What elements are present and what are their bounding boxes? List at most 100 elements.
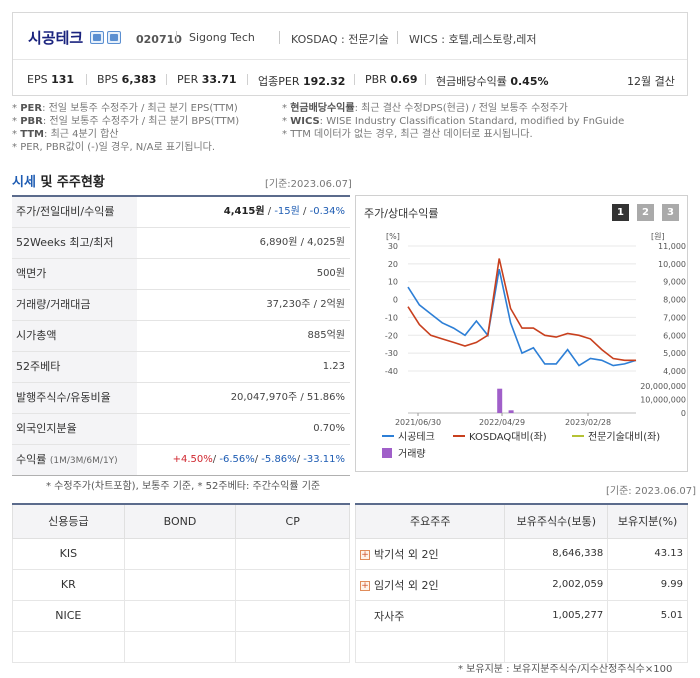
volume-tick-label: 20,000,000	[640, 382, 686, 391]
row-value: 500원	[316, 268, 345, 279]
settlement-month: 12월 결산	[627, 75, 675, 88]
divider	[176, 31, 177, 44]
expand-plus-icon[interactable]: +	[360, 549, 370, 560]
market-label: KOSDAQ : 전문기술	[291, 33, 389, 46]
row-label: 수익률 (1M/3M/6M/1Y)	[12, 445, 137, 475]
holder-pct: 9.99	[607, 568, 688, 601]
price-chart: [%] [원] 30 20 10 0 -10 -20 -30 -40 11,000 10,000 9,0…	[382, 232, 686, 460]
row-label: 52주베타	[12, 352, 137, 382]
column-header: 보유주식수(보통)	[504, 503, 609, 539]
company-name: 시공테크	[28, 29, 84, 47]
column-header: BOND	[123, 503, 237, 539]
table-row: 액면가 500원	[12, 259, 350, 290]
row-value: 6,890원 / 4,025원	[259, 237, 345, 248]
holder-name-cell: + 박기석 외 2인	[354, 537, 506, 570]
volume-bar	[508, 410, 514, 413]
home-icon[interactable]	[90, 31, 104, 44]
holders-footnote: * 보유지분 : 보유지분주식수/지수산정주식수×100	[458, 664, 673, 675]
holder-name[interactable]: 박기석 외 2인	[374, 547, 439, 561]
table-row: + 임기석 외 2인 2,002,059 9.99	[354, 568, 688, 601]
holder-shares	[504, 630, 609, 663]
row-label: 액면가	[12, 259, 137, 289]
note-dividend: * 현금배당수익률: 최근 결산 수정DPS(현금) / 전일 보통주 수정주가	[282, 103, 568, 114]
series-line-2	[407, 258, 636, 362]
table-row	[12, 630, 350, 663]
holder-pct: 5.01	[607, 599, 688, 632]
note-negative: * PER, PBR값이 (-)일 경우, N/A로 표기됩니다.	[12, 142, 216, 153]
holder-pct: 43.13	[607, 537, 688, 570]
left-tick-label: -20	[385, 331, 398, 340]
table-row: 52주베타 1.23	[12, 352, 350, 383]
chart-page-1-button[interactable]: 1	[612, 204, 629, 221]
row-value: 37,230주 / 2억원	[266, 299, 345, 310]
note-pbr: * PBR: 전일 보통주 수정주가 / 최근 분기 BPS(TTM)	[12, 116, 240, 127]
chart-page-3-button[interactable]: 3	[662, 204, 679, 221]
holder-pct	[607, 630, 688, 663]
legend-kosdaq-label: KOSDAQ대비(좌)	[469, 431, 547, 443]
company-code: 020710	[136, 33, 182, 46]
row-value: +4.50%/ -6.56%/ -5.86%/ -33.11%	[172, 454, 345, 465]
right-tick-label: 5,000	[663, 349, 686, 358]
row-value: 4,415원 / -15원 / -0.34%	[223, 206, 345, 217]
note-ttm-fallback: * TTM 데이터가 없는 경우, 최근 결산 데이터로 표시됩니다.	[282, 129, 533, 140]
x-tick-label: 2022/04/29	[479, 418, 525, 427]
x-tick-label: 2021/06/30	[395, 418, 441, 427]
right-tick-label: 4,000	[663, 367, 686, 376]
left-tick-label: -40	[385, 367, 398, 376]
right-tick-label: 10,000	[658, 260, 686, 269]
right-tick-label: 11,000	[658, 242, 686, 251]
company-header: 시공테크 020710 Sigong Tech KOSDAQ : 전문기술 WI…	[12, 12, 688, 96]
note-ttm: * TTM: 최근 4분기 합산	[12, 129, 119, 140]
table-row: 52Weeks 최고/최저 6,890원 / 4,025원	[12, 228, 350, 259]
price-table: 주가/전일대비/수익률 4,415원 / -15원 / -0.34% 52Wee…	[12, 195, 350, 476]
row-label: 외국인지분율	[12, 414, 137, 444]
section-title: 시세 및 주주현황	[12, 175, 105, 190]
holder-name: 자사주	[354, 599, 506, 632]
company-english-name: Sigong Tech	[189, 31, 255, 44]
x-tick-label: 2023/02/28	[565, 418, 611, 427]
right-tick-label: 6,000	[663, 331, 686, 340]
left-tick-label: 30	[388, 242, 398, 251]
table-row: 외국인지분율 0.70%	[12, 414, 350, 445]
metric-sector-per: 업종PER 192.32	[258, 75, 346, 88]
column-header: 신용등급	[12, 503, 125, 539]
chart-page-2-button[interactable]: 2	[637, 204, 654, 221]
holder-name[interactable]: 임기석 외 2인	[374, 578, 439, 592]
table-row: 시가총액 885억원	[12, 321, 350, 352]
row-value: 20,047,970주 / 51.86%	[230, 392, 345, 403]
left-tick-label: 0	[393, 296, 398, 305]
left-tick-label: -30	[385, 349, 398, 358]
right-tick-label: 9,000	[663, 278, 686, 287]
volume-tick-label: 10,000,000	[640, 396, 686, 405]
metric-per: PER 33.71	[177, 73, 237, 86]
credit-rating-table: 신용등급 BOND CP KIS KR NICE	[12, 503, 350, 663]
series-line-1	[407, 269, 637, 367]
row-label: 거래량/거래대금	[12, 290, 137, 320]
table-row: NICE	[12, 599, 350, 632]
divider	[397, 31, 398, 44]
holders-basis-date: [기준: 2023.06.07]	[606, 486, 697, 497]
legend-sector-label: 전문기술대비(좌)	[588, 431, 660, 443]
note-wics: * WICS: WISE Industry Classification Sta…	[282, 116, 625, 127]
right-tick-label: 7,000	[663, 313, 686, 322]
agency-name: NICE	[12, 599, 125, 632]
column-header: 주요주주	[354, 503, 506, 539]
ir-icon[interactable]	[107, 31, 121, 44]
right-tick-label: 8,000	[663, 296, 686, 305]
expand-plus-icon[interactable]: +	[360, 580, 370, 591]
left-tick-label: 10	[388, 278, 398, 287]
row-label: 시가총액	[12, 321, 137, 351]
row-value: 1.23	[322, 361, 345, 372]
agency-name: KR	[12, 568, 125, 601]
price-basis-date: [기준:2023.06.07]	[265, 179, 352, 190]
company-info-row: 시공테크 020710 Sigong Tech KOSDAQ : 전문기술 WI…	[13, 13, 687, 60]
holder-shares: 1,005,277	[504, 599, 609, 632]
table-row: 자사주 1,005,277 5.01	[354, 599, 688, 632]
note-per: * PER: 전일 보통주 수정주가 / 최근 분기 EPS(TTM)	[12, 103, 238, 114]
chart-title: 주가/상대수익률	[364, 207, 439, 220]
metric-pbr: PBR 0.69	[365, 73, 418, 86]
volume-bar	[497, 388, 503, 413]
price-footnote: * 수정주가(차트포함), 보통주 기준, * 52주베타: 주간수익률 기준	[46, 481, 321, 492]
left-axis-unit: [%]	[386, 232, 400, 241]
table-row	[354, 630, 688, 663]
